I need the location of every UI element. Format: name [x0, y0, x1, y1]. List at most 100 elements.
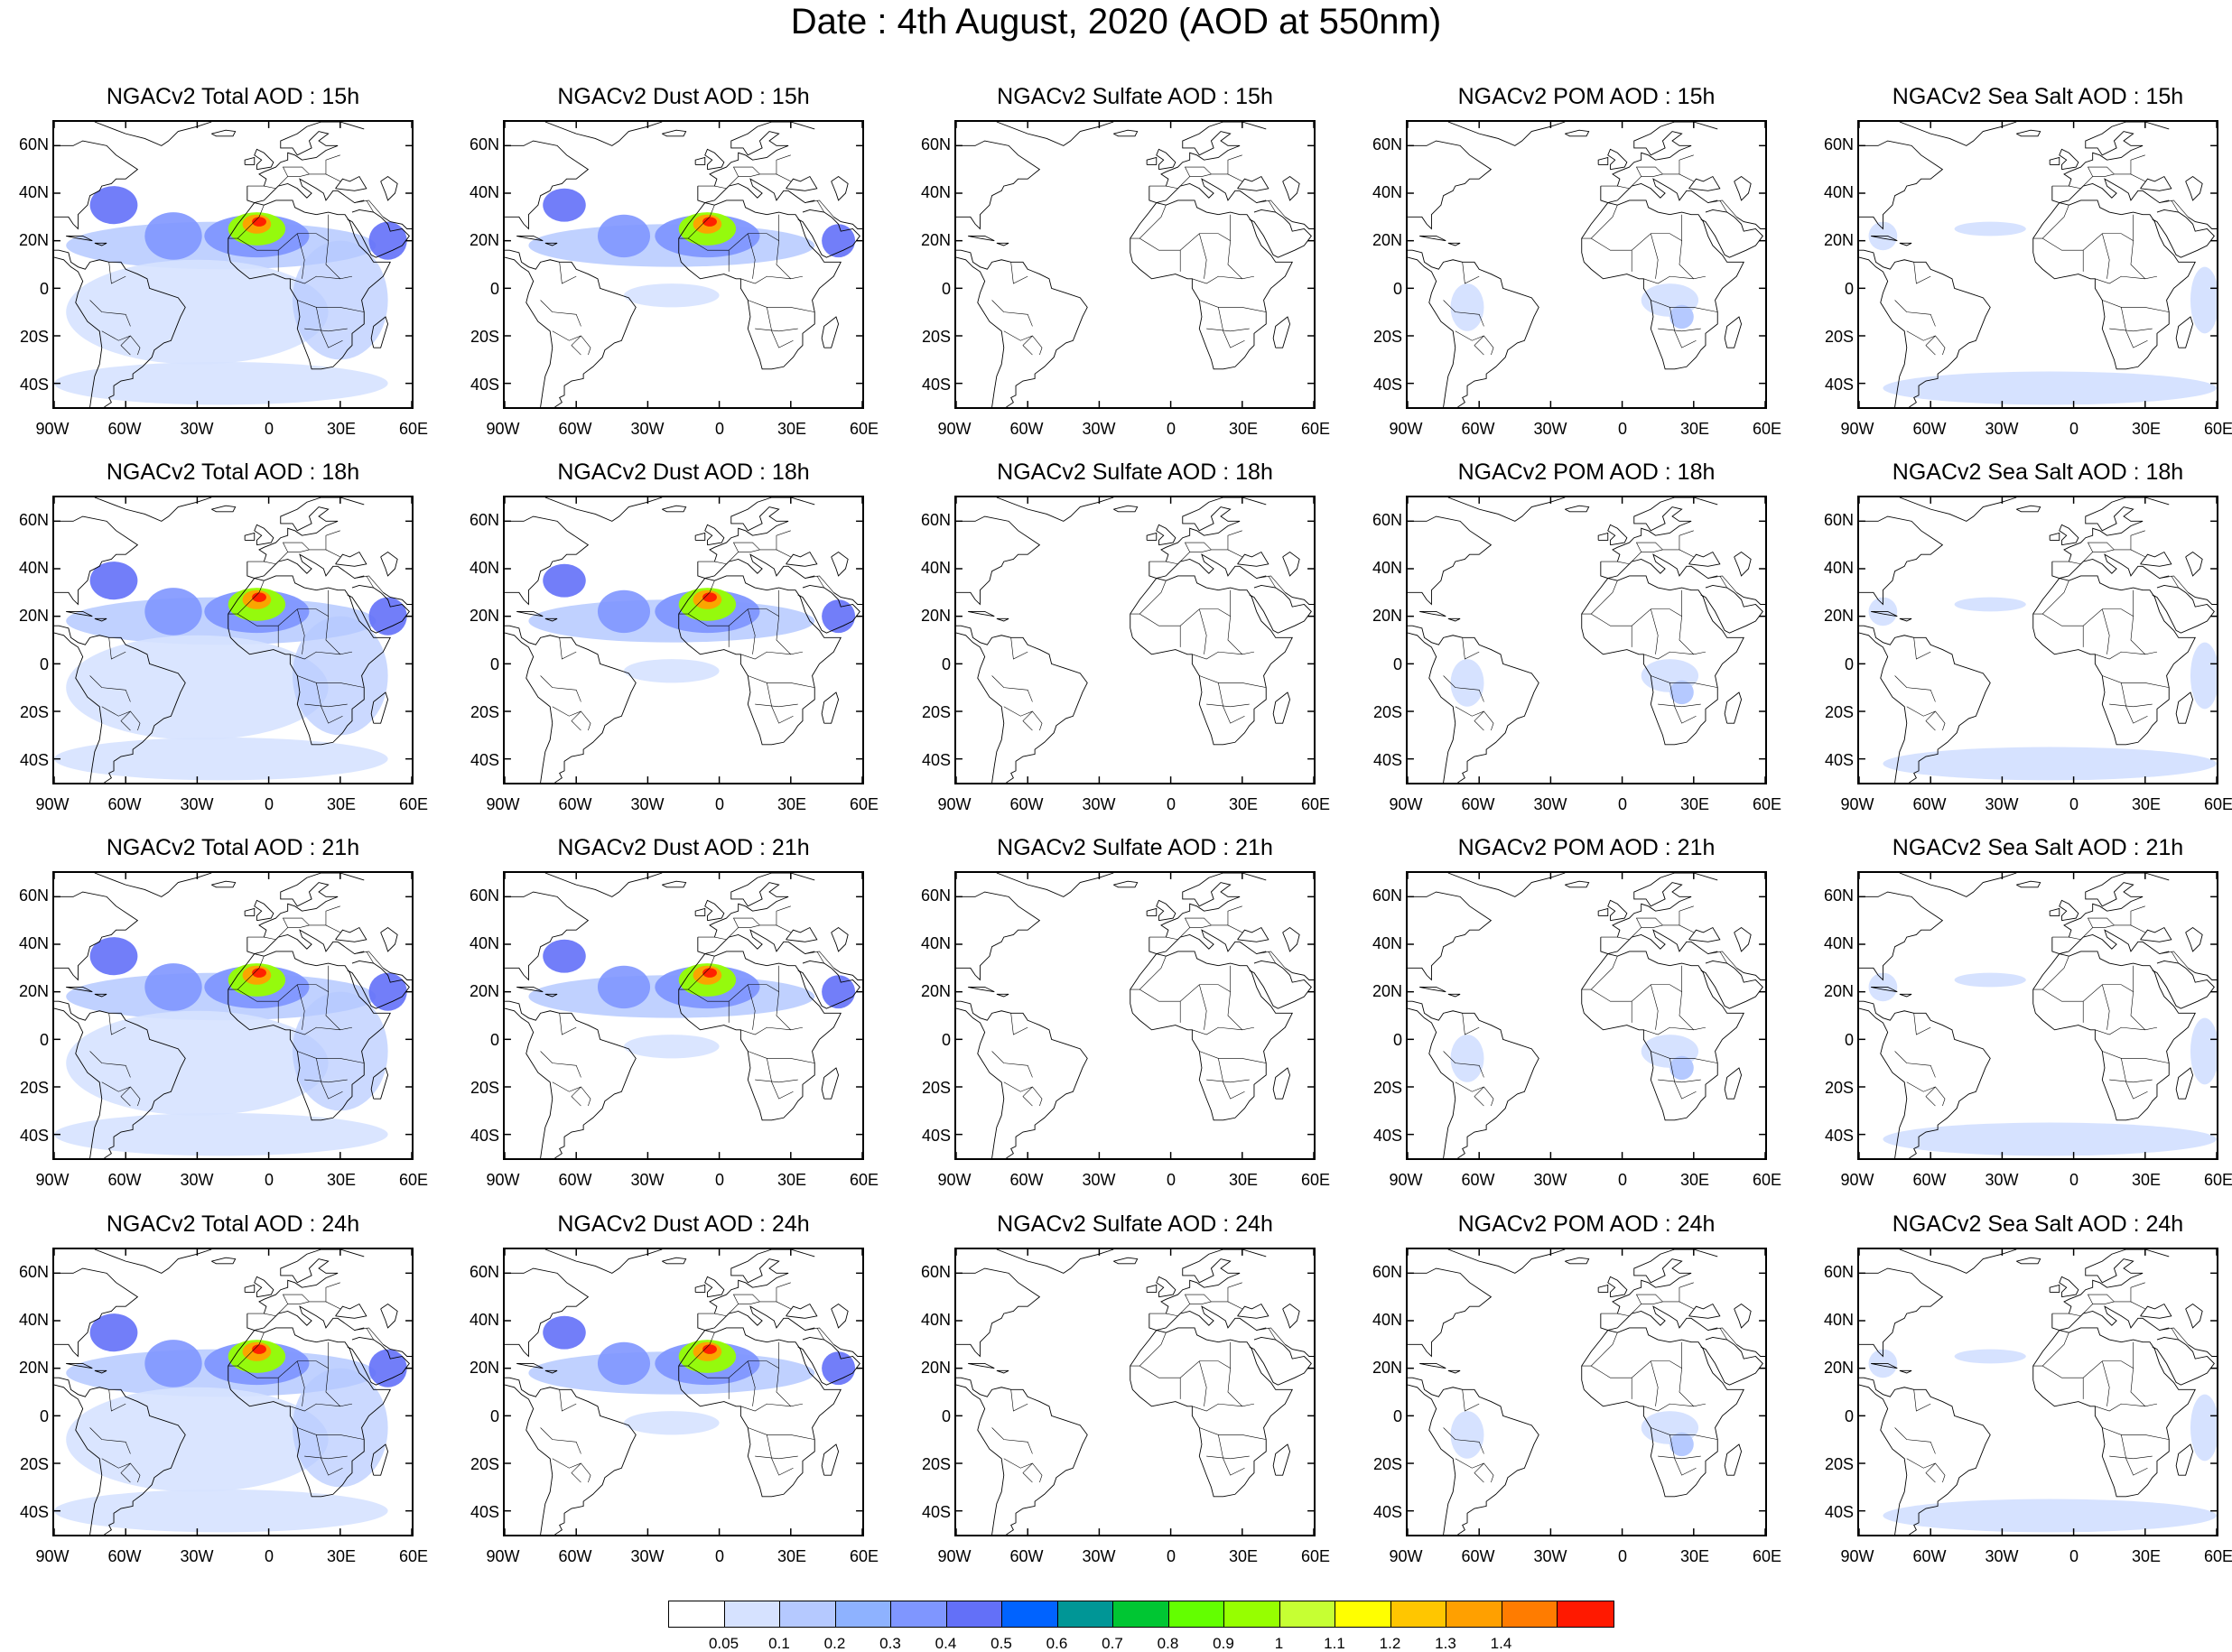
coastline [996, 993, 1009, 998]
coastline [821, 1443, 840, 1476]
coastline [797, 961, 860, 1009]
coastline [1859, 1007, 1908, 1158]
coastline [968, 986, 995, 993]
coastline [505, 1000, 637, 1158]
lon-tick-label: 30E [326, 1171, 357, 1189]
lat-tick-label: 40S [1372, 1503, 1402, 1522]
lon-tick-label: 30W [1985, 795, 2019, 813]
lon-tick-label: 60E [398, 795, 429, 813]
coastline [1600, 178, 1718, 204]
lat-tick-label: 40N [18, 1311, 49, 1329]
aod-shading [252, 592, 266, 602]
coastline [1859, 1384, 1908, 1535]
coastline [1565, 505, 1590, 513]
coastline [1565, 880, 1590, 888]
country-border [1177, 1301, 1242, 1316]
country-border [89, 1051, 131, 1078]
aod-shading [1883, 747, 2217, 781]
country-border [2101, 233, 2110, 279]
lon-tick-label: 90W [35, 1171, 70, 1189]
lat-tick-label: 40N [1372, 183, 1402, 201]
coastline [505, 632, 553, 783]
colorbar-label: 0.4 [935, 1635, 957, 1652]
country-border [2087, 542, 2115, 552]
coastline [383, 216, 412, 229]
coastline [54, 891, 139, 981]
map-svg [1859, 1249, 2217, 1535]
coastline [1600, 1305, 1718, 1332]
coastline [347, 585, 410, 634]
coastline [2188, 967, 2217, 980]
country-border [732, 166, 760, 177]
coastline [258, 873, 365, 938]
country-border [1894, 675, 1936, 702]
coastline [1156, 148, 1176, 171]
lat-tick-label: 60N [1823, 510, 1854, 529]
colorbar-swatch [724, 1601, 780, 1627]
country-border [1629, 173, 1694, 189]
coastline [335, 1303, 367, 1319]
lat-tick-label: 20N [18, 982, 49, 1001]
panel-title: NGACv2 Dust AOD : 21h [557, 835, 810, 860]
coastline [956, 249, 1088, 407]
lat-tick-label: 40S [1824, 1127, 1854, 1146]
country-border [246, 936, 276, 941]
map-svg [1408, 873, 1765, 1158]
country-border [2130, 530, 2145, 550]
coastline [709, 873, 815, 938]
coastline [1156, 899, 1176, 922]
map-panel-sea-salt [1857, 1248, 2218, 1536]
country-border [1443, 1051, 1484, 1078]
coastline [1736, 967, 1765, 980]
lon-tick-label: 0 [1166, 795, 1176, 813]
map-panel-total [52, 871, 414, 1160]
map-svg [1408, 122, 1765, 407]
lat-tick-label: 20N [920, 1359, 951, 1378]
aod-shading [144, 963, 202, 1011]
coastline [2059, 524, 2079, 546]
coastline [383, 1343, 412, 1357]
coastline [1899, 1369, 1912, 1374]
lon-tick-label: 90W [35, 795, 70, 813]
country-border [1149, 1313, 1178, 1317]
aod-shading [702, 217, 717, 227]
country-border [2095, 651, 2145, 660]
country-border [2080, 924, 2145, 940]
aod-shading [89, 937, 138, 976]
country-border [1010, 262, 1028, 284]
coastline [1600, 553, 1718, 580]
country-border [2080, 549, 2145, 564]
country-border [804, 951, 834, 969]
country-border [1003, 706, 1043, 731]
lon-tick-label: 60E [2203, 1547, 2232, 1565]
lon-tick-label: 60W [107, 795, 142, 813]
coastline [228, 951, 391, 1121]
lat-tick-label: 40S [1372, 1127, 1402, 1146]
country-border [1679, 991, 1707, 1031]
lon-tick-label: 90W [486, 795, 520, 813]
coastline [678, 575, 842, 746]
country-border [1669, 1058, 1697, 1100]
coastline [2059, 1276, 2079, 1298]
lat-tick-label: 20S [19, 328, 49, 346]
coastline [1859, 1377, 1991, 1535]
coastline [2051, 929, 2170, 955]
country-border [325, 1368, 353, 1407]
country-border [1906, 1081, 1946, 1107]
coastline [697, 178, 815, 204]
coastline [797, 1337, 860, 1386]
country-border [767, 307, 794, 348]
country-border [1192, 1403, 1242, 1412]
aod-shading [1450, 1035, 1484, 1082]
lat-tick-label: 40S [1824, 1503, 1854, 1522]
country-border [2130, 616, 2158, 655]
coastline [704, 148, 725, 171]
lon-tick-label: 60W [1912, 1171, 1947, 1189]
coastline [1899, 873, 2017, 897]
country-border [1651, 300, 1718, 312]
panel-title: NGACv2 Sulfate AOD : 21h [997, 835, 1273, 860]
coastline [956, 1000, 1088, 1158]
coastline [1419, 610, 1446, 617]
map-svg [1859, 497, 2217, 783]
map-panel-dust [503, 871, 864, 1160]
